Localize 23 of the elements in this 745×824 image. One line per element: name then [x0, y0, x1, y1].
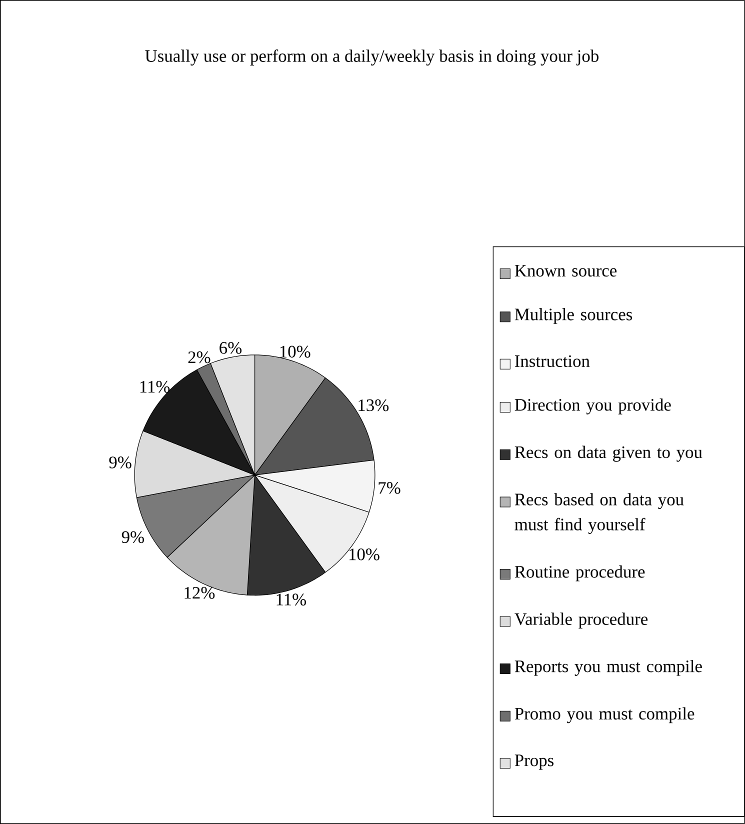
data-label: 10%: [350, 548, 380, 560]
data-label: 7%: [378, 482, 400, 494]
data-label: 11%: [276, 594, 306, 606]
data-label: 13%: [358, 399, 389, 412]
data-label: 6%: [220, 342, 242, 354]
chart-title: Usually use or perform on a daily/weekly basis in doing your job: [145, 49, 599, 66]
legend-label: Recs on data given to you: [514, 446, 702, 462]
data-label: 9%: [109, 456, 132, 468]
legend-label: Recs based on data you must find yourself: [514, 493, 684, 534]
legend-label: Instruction: [515, 355, 590, 368]
legend-label: Known source: [514, 264, 617, 277]
legend-label: Variable procedure: [514, 612, 648, 629]
data-label: 9%: [122, 531, 144, 544]
legend-label: Props: [514, 754, 554, 770]
data-label: 10%: [280, 346, 310, 358]
data-label: 11%: [140, 380, 170, 393]
legend-label: Promo you must compile: [514, 707, 694, 724]
legend-label: Reports you must compile: [514, 660, 702, 676]
legend-label: Routine procedure: [514, 565, 645, 582]
legend-label: Direction you provide: [514, 398, 671, 414]
legend-label: Multiple sources: [514, 308, 632, 324]
data-label: 2%: [188, 351, 210, 364]
data-label: 12%: [184, 586, 215, 599]
